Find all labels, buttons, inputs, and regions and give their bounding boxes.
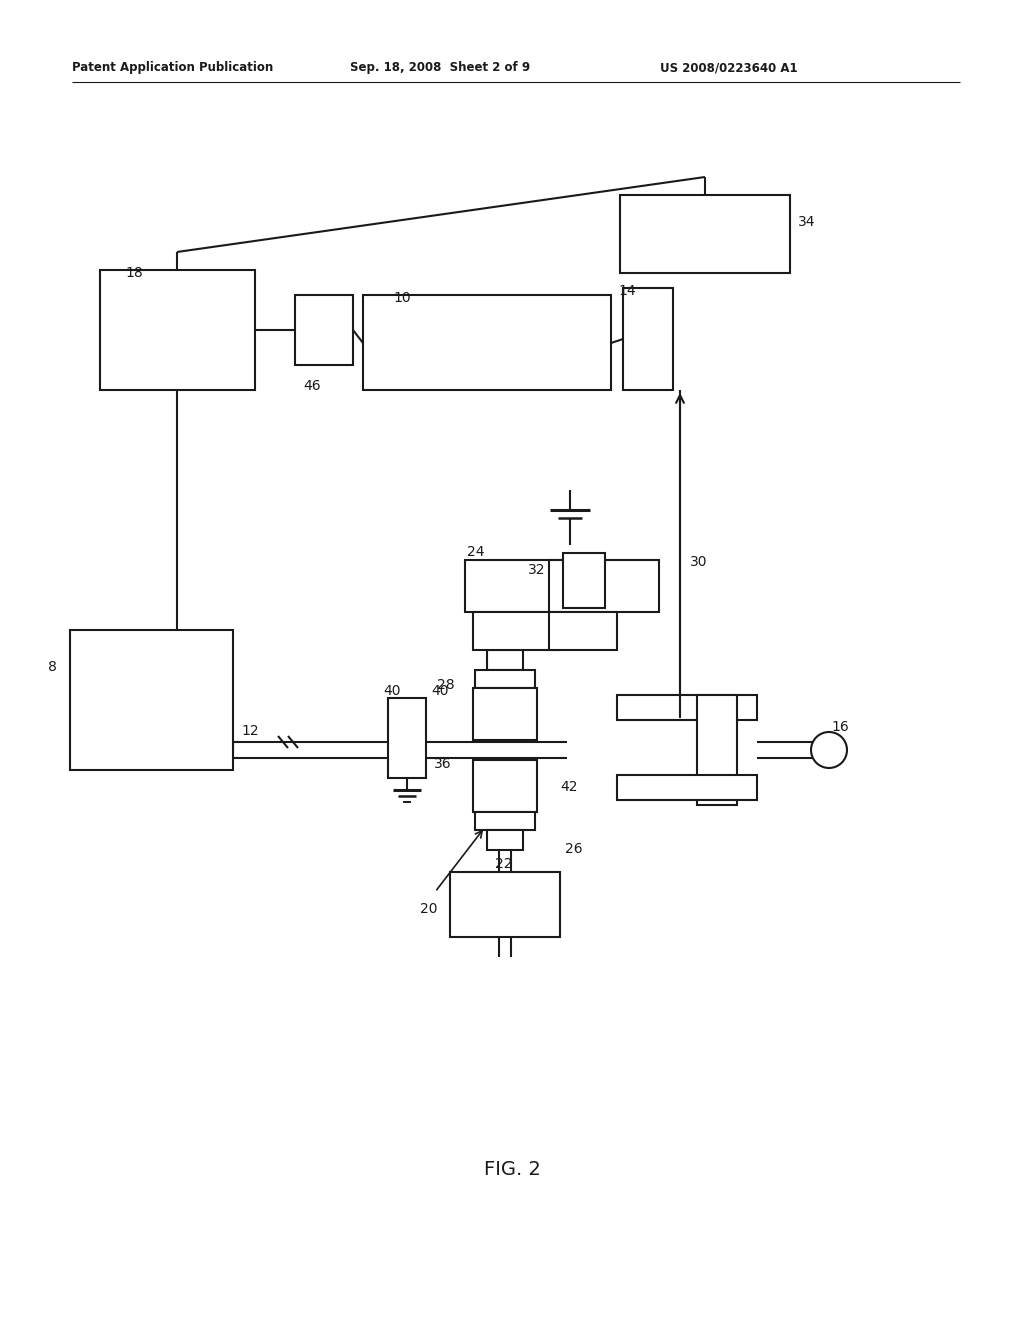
Bar xyxy=(475,812,535,830)
Text: 36: 36 xyxy=(434,756,452,771)
Bar xyxy=(549,612,617,649)
Bar xyxy=(563,553,605,609)
Text: 42: 42 xyxy=(560,780,578,795)
Bar xyxy=(473,612,557,649)
Text: 30: 30 xyxy=(690,554,708,569)
Text: 18: 18 xyxy=(125,267,142,280)
Text: 40: 40 xyxy=(431,684,449,698)
Bar xyxy=(617,696,757,719)
Text: 40: 40 xyxy=(383,684,400,698)
Bar xyxy=(697,696,737,805)
Bar xyxy=(475,671,535,688)
Text: 32: 32 xyxy=(528,564,546,577)
Bar xyxy=(620,195,790,273)
Bar xyxy=(617,775,757,800)
Bar xyxy=(473,760,537,812)
Text: 46: 46 xyxy=(303,379,321,393)
Text: 28: 28 xyxy=(437,678,455,692)
Text: 24: 24 xyxy=(467,545,484,558)
Circle shape xyxy=(811,733,847,768)
Bar xyxy=(623,288,673,389)
Bar xyxy=(362,294,611,389)
Text: 34: 34 xyxy=(798,215,815,228)
Bar xyxy=(465,560,565,612)
Text: 22: 22 xyxy=(495,857,512,871)
Text: Patent Application Publication: Patent Application Publication xyxy=(72,62,273,74)
Text: Sep. 18, 2008  Sheet 2 of 9: Sep. 18, 2008 Sheet 2 of 9 xyxy=(350,62,530,74)
Text: 10: 10 xyxy=(393,290,411,305)
Bar xyxy=(450,873,560,937)
Text: US 2008/0223640 A1: US 2008/0223640 A1 xyxy=(660,62,798,74)
Bar xyxy=(487,830,523,850)
Bar xyxy=(473,688,537,741)
Bar xyxy=(70,630,233,770)
Text: 14: 14 xyxy=(618,284,636,298)
Text: 12: 12 xyxy=(241,723,259,738)
Bar xyxy=(388,698,426,777)
Bar xyxy=(487,649,523,671)
Text: 16: 16 xyxy=(831,719,849,734)
Text: 26: 26 xyxy=(565,842,583,855)
Bar xyxy=(100,271,255,389)
Text: FIG. 2: FIG. 2 xyxy=(483,1160,541,1179)
Text: 8: 8 xyxy=(48,660,57,675)
Text: =: = xyxy=(397,785,407,796)
Text: 20: 20 xyxy=(420,902,437,916)
Bar xyxy=(295,294,353,366)
Bar xyxy=(549,560,659,612)
